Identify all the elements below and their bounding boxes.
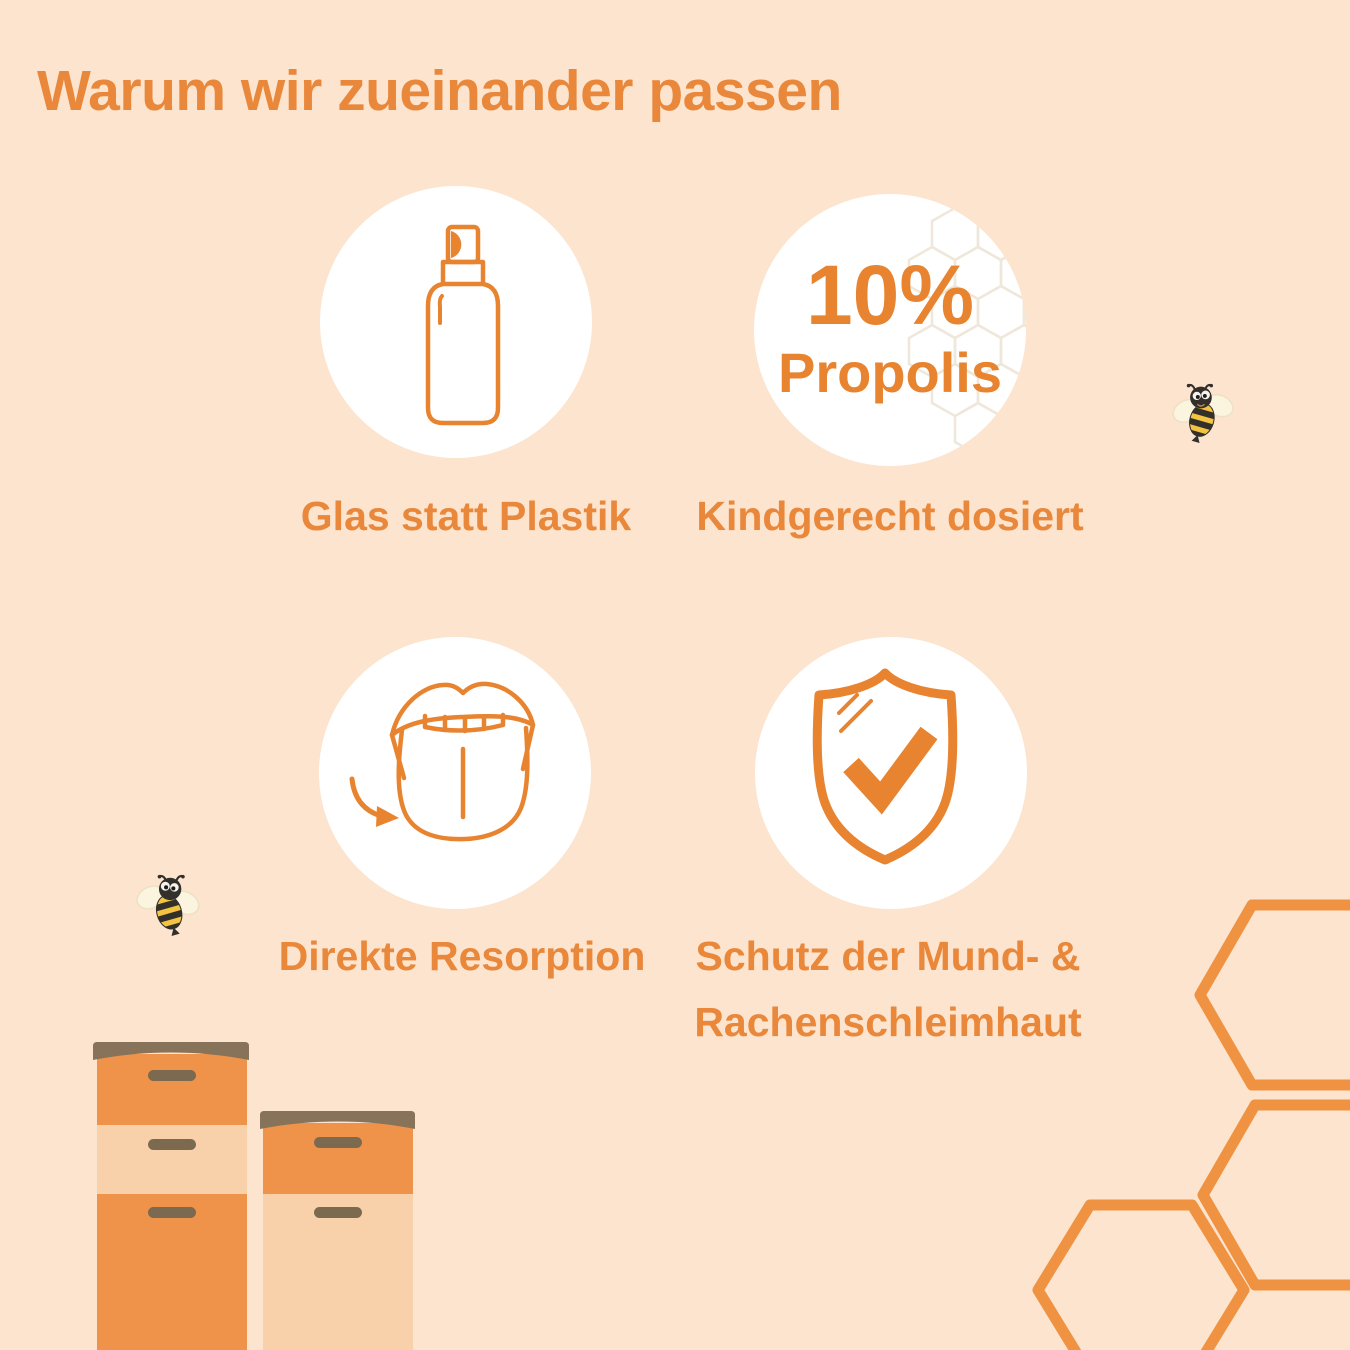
feature-label-glass: Glas statt Plastik bbox=[300, 493, 632, 539]
feature-circle-resorption bbox=[319, 637, 591, 909]
propolis-name: Propolis bbox=[777, 341, 1003, 404]
honeycomb-pattern-icon bbox=[907, 206, 1026, 457]
propolis-percentage: 10% bbox=[805, 248, 975, 342]
feature-circle-propolis: 10% Propolis bbox=[754, 194, 1026, 466]
spray-bottle-icon bbox=[425, 224, 501, 426]
feature-circle-protection bbox=[755, 637, 1027, 909]
beehive-icon bbox=[93, 1042, 415, 1350]
protection-label-line1: Schutz der Mund- & bbox=[695, 933, 1081, 979]
tongue-mouth-icon bbox=[349, 681, 536, 842]
protection-label-line2: Rachenschleimhaut bbox=[694, 999, 1082, 1045]
page-title: Warum wir zueinander passen bbox=[37, 59, 842, 123]
bee-icon bbox=[1172, 383, 1234, 444]
bee-icon bbox=[136, 874, 200, 936]
hexagon-outline-icon bbox=[1032, 899, 1350, 1350]
feature-label-dosage: Kindgerecht dosiert bbox=[696, 493, 1084, 539]
propolis-badge: 10% Propolis bbox=[778, 253, 1002, 407]
feature-circle-glass bbox=[320, 186, 592, 458]
shield-check-icon bbox=[812, 668, 958, 865]
feature-label-protection: Schutz der Mund- & Rachenschleimhaut bbox=[668, 923, 1108, 1055]
feature-label-resorption: Direkte Resorption bbox=[278, 933, 646, 979]
